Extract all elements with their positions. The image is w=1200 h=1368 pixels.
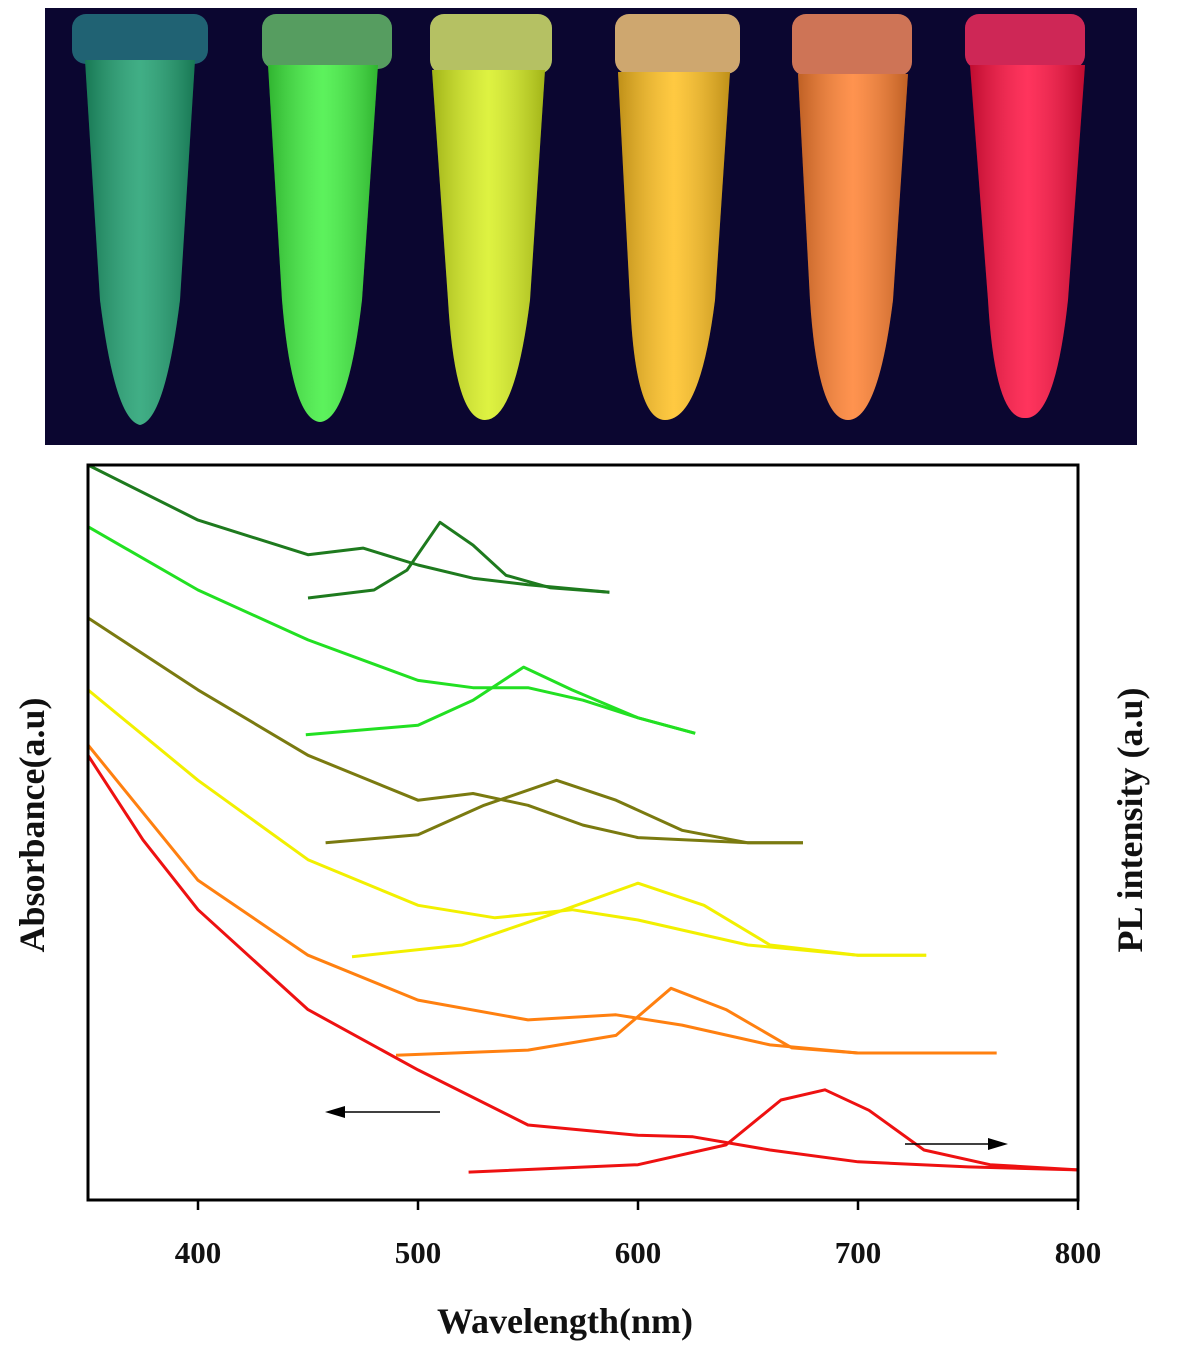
plot-frame (86, 463, 1080, 1202)
y2-axis-label: PL intensity (a.u) (1110, 687, 1150, 952)
tube (615, 14, 740, 420)
photo (45, 8, 1137, 445)
photo-background (45, 8, 1137, 445)
arrow (325, 1106, 440, 1118)
x-axis-label: Wavelength(nm) (437, 1301, 693, 1341)
x-tick-label: 700 (835, 1235, 882, 1270)
line-series (468, 1088, 1079, 1174)
line-series (351, 881, 927, 959)
plot: 400 500 600 700 800 (86, 463, 1102, 1270)
x-tick-label: 500 (395, 1235, 442, 1270)
arrow (905, 1138, 1008, 1150)
line-series (87, 616, 803, 845)
line-series (307, 520, 610, 600)
line-series (305, 665, 696, 737)
tube (430, 14, 552, 420)
line-series (325, 778, 803, 845)
tube (792, 14, 912, 420)
x-tick-label: 800 (1055, 1235, 1102, 1270)
tube (72, 14, 208, 425)
tube (262, 14, 392, 422)
line-series (86, 744, 997, 1055)
line-series (87, 688, 927, 957)
x-tick-label: 400 (175, 1235, 222, 1270)
line-series (87, 463, 610, 594)
tube (965, 14, 1085, 419)
x-tick-label: 600 (615, 1235, 662, 1270)
line-series (86, 754, 1079, 1172)
y-axis-label: Absorbance(a.u) (12, 697, 52, 952)
line-series (395, 986, 997, 1057)
line-series (87, 525, 696, 735)
